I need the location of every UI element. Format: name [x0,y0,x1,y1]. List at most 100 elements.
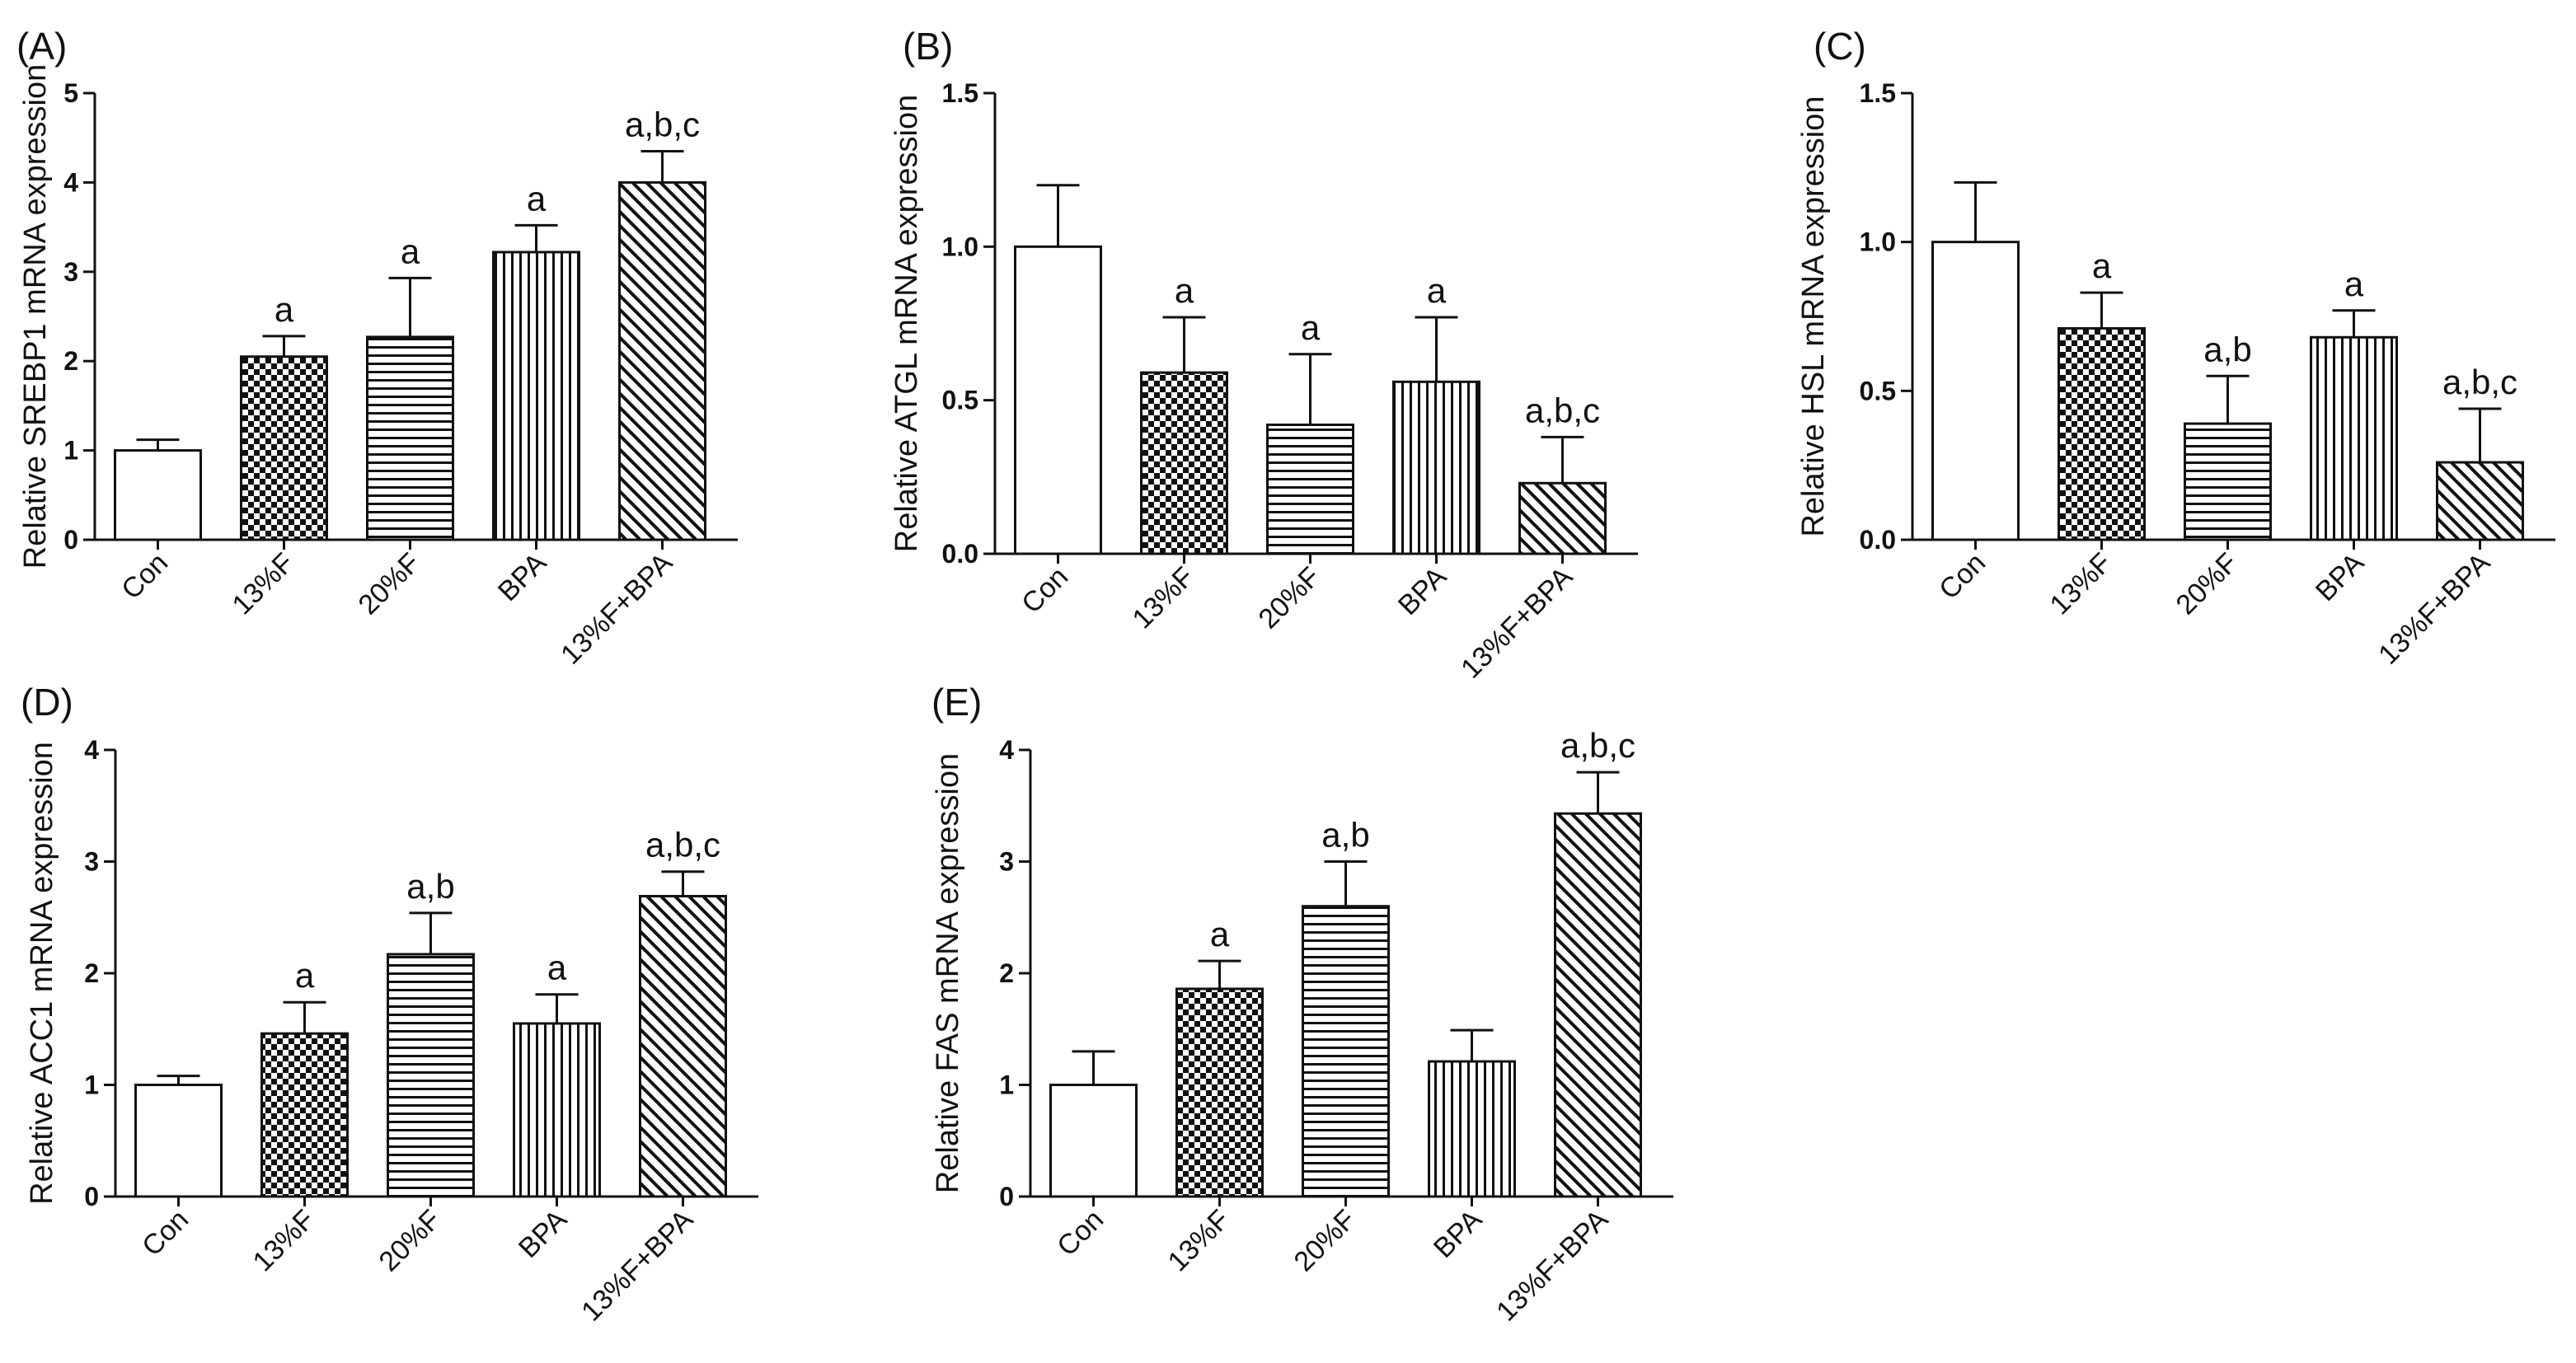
x-tick-label: 20%F [373,1204,447,1278]
significance-label: a,b,c [625,105,700,143]
x-tick-label: 13%F+BPA [575,1204,699,1328]
y-tick-label: 5 [63,78,78,108]
y-tick-label: 0.0 [1860,525,1896,555]
x-tick-label: 13%F [246,1204,321,1278]
significance-label: a,b,c [2442,363,2517,401]
panel-label: (C) [1814,25,1866,68]
bar-con [114,449,202,541]
y-tick-label: 1.0 [1860,227,1896,257]
y-axis-label: Relative FAS mRNA expression [931,753,965,1193]
y-tick-label: 1 [63,436,78,466]
significance-label: a [527,179,547,218]
bar-13-f [260,1032,349,1198]
chart-panel-a: (A)Relative SREBP1 mRNA expression 0 1 2 3 4 5… [16,25,738,671]
x-tick-label: Con [1933,547,1992,606]
y-tick-label: 2 [63,346,78,376]
panel-label: (A) [16,25,67,68]
significance-label: a,b,c [1560,726,1635,765]
significance-label: a,b [1321,816,1369,855]
y-tick-label: 1.5 [942,78,978,108]
bar-bpa [513,1022,601,1198]
y-tick-label: 1 [999,1070,1014,1100]
significance-label: a [274,290,294,329]
bar-13-f-bpa [639,895,727,1198]
bar-13-f [2058,326,2146,541]
significance-label: a [1210,915,1230,953]
x-tick-label: 13%F [1126,561,1200,635]
bar-13-f [240,355,328,541]
x-tick-label: Con [1051,1204,1110,1262]
chart-panel-c: (C) Relative HSL mRNA expression 0.0 0.5 1.0… [1796,25,2555,671]
x-tick-label: 13%F [2043,547,2118,621]
significance-label: a,b,c [645,826,720,864]
y-tick-label: 3 [84,847,99,877]
significance-label: a [1301,308,1321,347]
panel-label: (D) [21,681,73,724]
significance-label: a [1427,271,1447,310]
chart-panel-d: (D) Relative ACC1 mRNA expression 0 1 2 3 4 Con… [21,681,758,1328]
x-tick-label: Con [1016,561,1074,620]
y-tick-label: 2 [999,958,1014,988]
bar-13-f-bpa [618,180,706,541]
significance-label: a [2344,265,2364,303]
x-tick-label: 20%F [1252,561,1326,635]
significance-label: a,b [2203,330,2251,368]
significance-label: a [2092,246,2112,285]
y-tick-label: 4 [84,735,99,765]
bar-bpa [492,251,580,541]
x-tick-label: BPA [492,547,552,607]
y-tick-label: 1.0 [942,232,978,261]
x-tick-label: BPA [1392,561,1452,621]
x-tick-label: 20%F [2170,547,2244,621]
significance-label: a,b [406,867,454,906]
x-tick-label: 13%F [226,547,300,621]
bar-13-f-bpa [1518,481,1607,555]
significance-label: a [295,956,315,995]
bar-13-f [1140,371,1228,555]
y-axis-label: Relative SREBP1 mRNA expression [18,64,53,569]
panels-layer: (A)Relative SREBP1 mRNA expression 0 1 2 3 4 5… [16,25,2555,1328]
x-tick-label: Con [136,1204,195,1262]
y-axis-label: Relative ACC1 mRNA expression [25,742,59,1205]
x-tick-label: BPA [513,1204,573,1264]
y-axis-label: Relative ATGL mRNA expression [889,95,924,552]
y-tick-label: 0.0 [942,539,978,569]
y-tick-label: 0 [63,525,78,555]
x-tick-label: BPA [1428,1204,1488,1264]
y-tick-label: 0 [84,1182,99,1211]
y-tick-label: 4 [63,167,78,197]
y-tick-label: 0.5 [1860,376,1896,405]
chart-panel-b: (B) Relative ATGL mRNA expression 0.0 0.5 1.… [889,25,1638,685]
significance-label: a [1175,271,1194,310]
panel-label: (E) [931,681,982,724]
bar-bpa [1392,380,1480,555]
bar-20-f [387,953,475,1198]
bar-20-f [1302,905,1390,1198]
bar-con [1931,241,2020,541]
bar-con [1014,245,1102,555]
y-tick-label: 0.5 [942,386,978,415]
x-tick-label: 13%F+BPA [1490,1204,1614,1328]
bar-20-f [1266,423,1354,555]
significance-label: a [401,232,420,270]
bar-20-f [366,335,454,541]
y-tick-label: 3 [63,257,78,287]
bar-con [1049,1084,1138,1198]
significance-label: a [547,948,567,987]
y-tick-label: 2 [84,958,99,988]
panel-label: (B) [903,25,953,68]
chart-panel-e: (E) Relative FAS mRNA expression 0 1 2 3 4 Con a… [931,681,1673,1328]
bar-bpa [1428,1060,1516,1198]
bar-bpa [2310,335,2398,541]
y-tick-label: 4 [999,735,1014,765]
bar-con [134,1084,223,1198]
bar-13-f-bpa [1554,812,1642,1198]
y-tick-label: 1.5 [1860,78,1896,108]
bar-13-f-bpa [2436,461,2524,541]
y-tick-label: 1 [84,1070,99,1100]
x-tick-label: 20%F [1288,1204,1362,1278]
x-tick-label: 13%F+BPA [1455,561,1579,685]
y-axis-label: Relative HSL mRNA expression [1796,96,1831,536]
y-tick-label: 0 [999,1182,1014,1211]
